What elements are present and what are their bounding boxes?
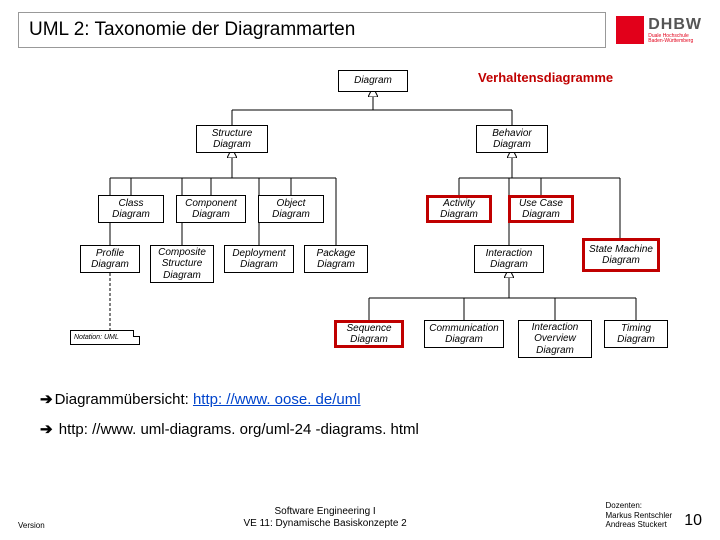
- page-number: 10: [684, 512, 702, 530]
- bullet-1-label: Diagrammübersicht:: [55, 391, 193, 408]
- node-structure: Structure Diagram: [196, 125, 268, 153]
- node-composite: Composite Structure Diagram: [150, 245, 214, 283]
- node-timing: Timing Diagram: [604, 320, 668, 348]
- lecturers-heading: Dozenten:: [606, 501, 673, 511]
- arrow-icon: ➔: [40, 421, 53, 438]
- footer-course: Software Engineering I: [243, 506, 406, 518]
- logo-sub2: Baden-Württemberg: [648, 39, 702, 44]
- uml-notation-note: Notation: UML: [70, 330, 140, 345]
- footer-center: Software Engineering I VE 11: Dynamische…: [243, 506, 406, 530]
- node-communication: Communication Diagram: [424, 320, 504, 348]
- oose-link[interactable]: http: //www. oose. de/uml: [193, 391, 361, 408]
- bullet-1: ➔Diagrammübersicht: http: //www. oose. d…: [40, 390, 419, 408]
- slide-title: UML 2: Taxonomie der Diagrammarten: [18, 12, 606, 48]
- node-activity: Activity Diagram: [426, 195, 492, 223]
- node-deployment: Deployment Diagram: [224, 245, 294, 273]
- node-sequence: Sequence Diagram: [334, 320, 404, 348]
- node-behavior: Behavior Diagram: [476, 125, 548, 153]
- logo-square-icon: [616, 16, 644, 44]
- node-statemachine: State Machine Diagram: [582, 238, 660, 272]
- node-object: Object Diagram: [258, 195, 324, 223]
- bullet-list: ➔Diagrammübersicht: http: //www. oose. d…: [40, 390, 419, 450]
- node-intoverview: Interaction Overview Diagram: [518, 320, 592, 358]
- footer-lecture: VE 11: Dynamische Basiskonzepte 2: [243, 518, 406, 530]
- footer-right: Dozenten: Markus Rentschler Andreas Stuc…: [606, 501, 673, 530]
- dhbw-logo: DHBW Duale Hochschule Baden-Württemberg: [616, 16, 702, 44]
- node-package: Package Diagram: [304, 245, 368, 273]
- footer: Version Software Engineering I VE 11: Dy…: [18, 501, 702, 530]
- lecturer-2: Andreas Stuckert: [606, 520, 673, 530]
- logo-text: DHBW: [648, 16, 702, 34]
- node-profile: Profile Diagram: [80, 245, 140, 273]
- arrow-icon: ➔: [40, 391, 53, 408]
- footer-left: Version: [18, 521, 45, 530]
- node-root: Diagram: [338, 70, 408, 92]
- lecturer-1: Markus Rentschler: [606, 511, 673, 521]
- bullet-2: ➔ http: //www. uml-diagrams. org/uml-24 …: [40, 420, 419, 438]
- header: UML 2: Taxonomie der Diagrammarten DHBW …: [18, 12, 702, 48]
- bullet-2-text: http: //www. uml-diagrams. org/uml-24 -d…: [59, 421, 419, 438]
- node-interaction: Interaction Diagram: [474, 245, 544, 273]
- node-class: Class Diagram: [98, 195, 164, 223]
- node-component: Component Diagram: [176, 195, 246, 223]
- node-usecase: Use Case Diagram: [508, 195, 574, 223]
- uml-tree-diagram: Diagram Structure Diagram Behavior Diagram…: [80, 70, 680, 380]
